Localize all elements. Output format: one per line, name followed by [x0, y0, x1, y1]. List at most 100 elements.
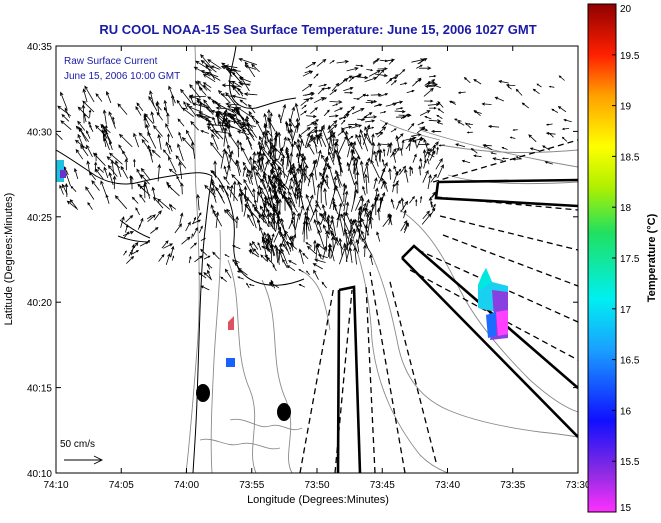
current-arrow [118, 133, 133, 148]
x-axis-label: Longitude (Degrees:Minutes) [247, 494, 389, 506]
colorbar-label: Temperature (°C) [646, 213, 658, 302]
current-arrow [345, 240, 353, 262]
current-arrow [298, 152, 309, 169]
current-arrow [183, 100, 188, 110]
current-arrow [395, 134, 400, 148]
current-arrow [289, 242, 298, 250]
current-arrow [431, 144, 436, 156]
current-arrow [231, 94, 247, 100]
current-arrow [131, 250, 140, 255]
current-arrow [207, 59, 222, 69]
current-arrow [181, 236, 191, 245]
current-arrow [312, 158, 318, 173]
current-arrow [410, 133, 422, 137]
current-arrow [290, 185, 296, 199]
current-arrow [302, 92, 315, 97]
current-arrow [303, 96, 314, 101]
current-arrow [202, 84, 212, 92]
current-arrow [332, 103, 339, 107]
current-arrow [403, 209, 407, 219]
current-arrow [470, 148, 478, 154]
current-arrow [376, 126, 387, 136]
current-arrow [392, 151, 397, 163]
current-arrow [327, 124, 338, 134]
current-arrow [280, 232, 290, 256]
current-arrow [260, 178, 266, 190]
current-arrow [211, 133, 219, 150]
sst-patches [56, 160, 508, 367]
current-arrow [225, 102, 240, 107]
current-arrow [313, 218, 320, 236]
current-arrow [453, 118, 462, 122]
current-arrow [467, 123, 473, 126]
current-arrow [203, 271, 212, 280]
current-arrow [229, 112, 241, 129]
current-arrow [252, 203, 259, 214]
current-arrow [148, 95, 158, 112]
current-arrow [416, 136, 423, 149]
current-arrow [305, 61, 317, 69]
current-arrow [244, 204, 259, 220]
current-arrow [501, 147, 508, 150]
current-arrow [408, 137, 413, 151]
colorbar-tick-label: 15 [620, 503, 632, 514]
current-arrow [370, 159, 380, 179]
current-arrow [92, 152, 106, 166]
current-arrow [262, 160, 269, 178]
current-arrow [355, 64, 364, 68]
current-arrow [334, 148, 342, 173]
current-arrow [558, 75, 565, 81]
current-arrow [228, 80, 244, 95]
current-arrow [393, 147, 400, 157]
current-arrow [257, 156, 262, 172]
current-arrow [248, 103, 256, 114]
current-arrow [103, 166, 109, 179]
current-arrow [112, 116, 115, 125]
current-arrow [278, 242, 283, 261]
current-arrow [305, 242, 313, 247]
current-arrow [210, 141, 223, 159]
sst-patch-cyan-top [478, 268, 492, 290]
current-arrow [193, 66, 211, 77]
current-arrow [331, 235, 335, 251]
current-arrow [357, 206, 362, 223]
current-arrow [328, 150, 335, 166]
current-arrow [532, 88, 540, 95]
current-arrow [509, 136, 516, 139]
current-arrow [419, 127, 426, 130]
current-arrow [120, 165, 129, 179]
current-arrow [371, 141, 376, 161]
current-arrow [302, 70, 314, 77]
current-arrow [399, 82, 408, 85]
current-arrow [314, 258, 326, 263]
current-arrow [373, 150, 379, 167]
current-arrow [143, 113, 150, 127]
current-arrow [310, 136, 318, 148]
current-arrow [185, 221, 191, 232]
current-arrow [229, 150, 234, 164]
current-arrow [252, 188, 256, 200]
current-arrow [419, 110, 431, 116]
current-arrow [329, 60, 335, 64]
current-arrow [394, 180, 399, 187]
current-arrow [204, 184, 216, 198]
current-arrow [302, 252, 309, 260]
current-arrow [283, 136, 287, 148]
current-arrow [326, 132, 336, 141]
current-arrow [168, 144, 173, 152]
current-arrow [326, 217, 330, 235]
current-arrow [66, 200, 79, 210]
current-arrow [247, 213, 255, 227]
current-arrow [165, 141, 171, 155]
current-arrow [166, 181, 173, 190]
current-arrow [178, 161, 183, 180]
current-arrow [321, 281, 327, 289]
current-arrow [386, 78, 393, 84]
current-arrow [481, 102, 492, 106]
current-arrow [317, 254, 328, 259]
current-arrow [147, 214, 156, 222]
current-arrow [189, 83, 201, 99]
current-arrow [264, 246, 273, 251]
current-arrow [359, 202, 367, 219]
current-arrow [339, 244, 347, 265]
